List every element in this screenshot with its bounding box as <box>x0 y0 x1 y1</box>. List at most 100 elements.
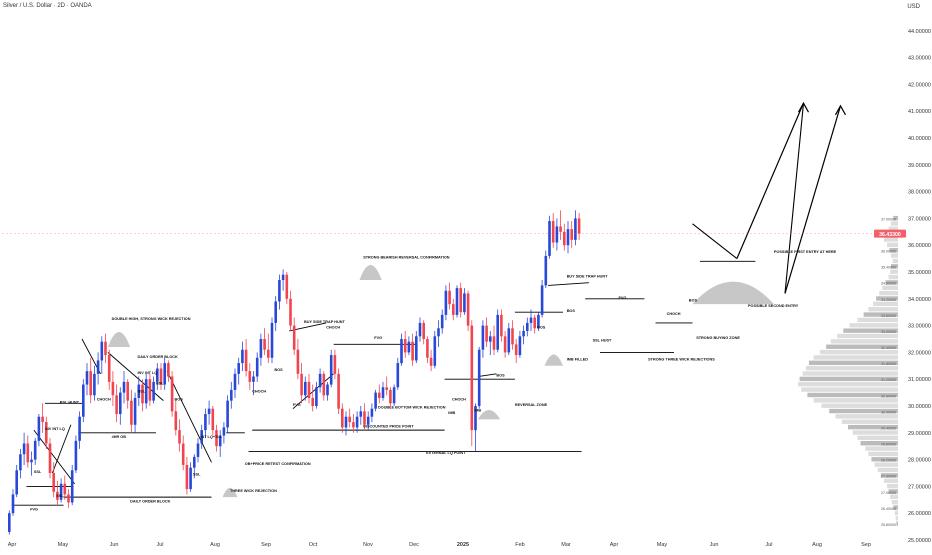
candle-body <box>422 322 425 339</box>
annotation-label: SSL <box>56 494 64 498</box>
profile-label: 25.80000 <box>881 523 896 527</box>
candle-body <box>444 290 448 315</box>
candle-body <box>448 290 451 305</box>
volume-profile-bar <box>805 365 898 371</box>
projection-leg <box>784 103 805 294</box>
volume-profile-bar <box>887 483 898 489</box>
y-tick-label: 31.00000 <box>908 377 931 383</box>
candle-body <box>255 357 259 377</box>
y-tick-label: 37.00000 <box>908 216 931 222</box>
x-tick-label: Aug <box>210 542 220 548</box>
candle-body <box>111 381 115 396</box>
volume-profile-bar <box>841 419 898 424</box>
y-tick-label: 40.00000 <box>908 136 931 142</box>
candle-body <box>485 325 488 342</box>
y-tick-label: 42.00000 <box>908 82 931 88</box>
annotation-label: INV INT LQ <box>138 371 158 375</box>
annotation-label: BSL <box>138 390 146 394</box>
candle-body <box>396 363 400 388</box>
candle-body <box>267 349 270 358</box>
projection-arrow <box>736 102 805 259</box>
candle-body <box>89 371 92 396</box>
candle-body <box>540 285 544 315</box>
candle-body <box>492 336 496 350</box>
projection-arrow <box>784 105 842 294</box>
candle-body <box>385 387 388 390</box>
y-tick-label: 41.00000 <box>908 109 931 115</box>
candle-body <box>104 341 107 356</box>
profile-label: 37.00000 <box>881 217 896 221</box>
volume-profile-bar <box>819 349 898 355</box>
candle-body <box>392 387 396 404</box>
candle-body <box>455 288 459 315</box>
profile-label: 31.20000 <box>881 378 896 382</box>
annotation-label: FVG <box>619 296 627 300</box>
trend-line <box>477 373 497 377</box>
candle-body <box>570 229 573 240</box>
volume-profile-bar <box>808 360 898 366</box>
y-tick-label: 33.00000 <box>908 324 931 330</box>
candle-body <box>363 411 366 425</box>
y-tick-label: 28.00000 <box>908 458 931 464</box>
candle-body <box>433 336 437 366</box>
candle-body <box>137 384 141 398</box>
y-tick-label: 29.00000 <box>908 431 931 437</box>
volume-profile-bar <box>890 253 898 258</box>
candle-body <box>41 416 44 423</box>
volume-profile-bar <box>893 215 898 221</box>
volume-profile-bar <box>801 387 898 392</box>
volume-profile-bar <box>849 323 898 328</box>
y-tick-label: 26.00000 <box>908 511 931 517</box>
annotation-label: EXTERNAL LQ POINT <box>426 451 466 455</box>
candle-body <box>577 218 581 234</box>
annotation-label: FVG <box>30 508 38 512</box>
candle-body <box>400 339 403 364</box>
volume-profile-bar <box>813 355 898 360</box>
volume-profile-bar <box>880 473 898 478</box>
candle-body <box>263 339 266 350</box>
annotation-label: DAILY ORDER BLOCK <box>130 499 171 503</box>
candle-body <box>237 363 240 374</box>
candle-body <box>107 355 111 382</box>
y-tick-label: 34.00000 <box>908 297 931 303</box>
trend-line <box>51 424 72 474</box>
volume-profile-bar <box>882 285 898 290</box>
candle-body <box>204 414 207 431</box>
volume-profile-bar <box>857 435 898 441</box>
volume-profile-bar <box>848 424 898 430</box>
annotation-label: BOS <box>567 309 576 313</box>
candle-body <box>82 384 85 417</box>
volume-profile-bar <box>874 462 898 467</box>
candle-body <box>289 298 292 326</box>
candle-body <box>19 454 22 471</box>
candle-body <box>48 443 52 473</box>
candle-body <box>529 317 533 323</box>
volume-profile-bar <box>893 505 898 510</box>
projection-leg <box>692 223 738 260</box>
profile-label: 26.40000 <box>881 507 896 511</box>
candle-body <box>463 293 466 313</box>
highlight-zone <box>359 265 382 281</box>
volume-profile-bar <box>837 333 898 339</box>
candle-body <box>407 341 411 353</box>
y-tick-label: 44.00000 <box>908 29 931 35</box>
annotation-label: BOS <box>537 325 546 329</box>
highlight-zone <box>692 281 774 305</box>
last-price-badge[interactable] <box>874 229 906 238</box>
candle-body <box>370 408 374 417</box>
candle-body <box>333 355 337 374</box>
candle-body <box>429 357 433 366</box>
annotation-label: DISCOUNTED PRICE POINT <box>363 424 414 428</box>
y-tick-label: 38.00000 <box>908 190 931 196</box>
candle-body <box>133 397 137 425</box>
candle-body <box>222 427 226 436</box>
candle-body <box>67 494 70 503</box>
annotation-label: STRONG BUYING ZONE <box>696 336 740 340</box>
volume-profile-bar <box>894 510 898 516</box>
volume-profile-bar <box>860 441 898 446</box>
x-tick-label: Feb <box>515 542 524 548</box>
currency-badge[interactable]: USD <box>907 4 920 10</box>
candle-body <box>348 416 351 423</box>
candle-body <box>63 483 67 495</box>
